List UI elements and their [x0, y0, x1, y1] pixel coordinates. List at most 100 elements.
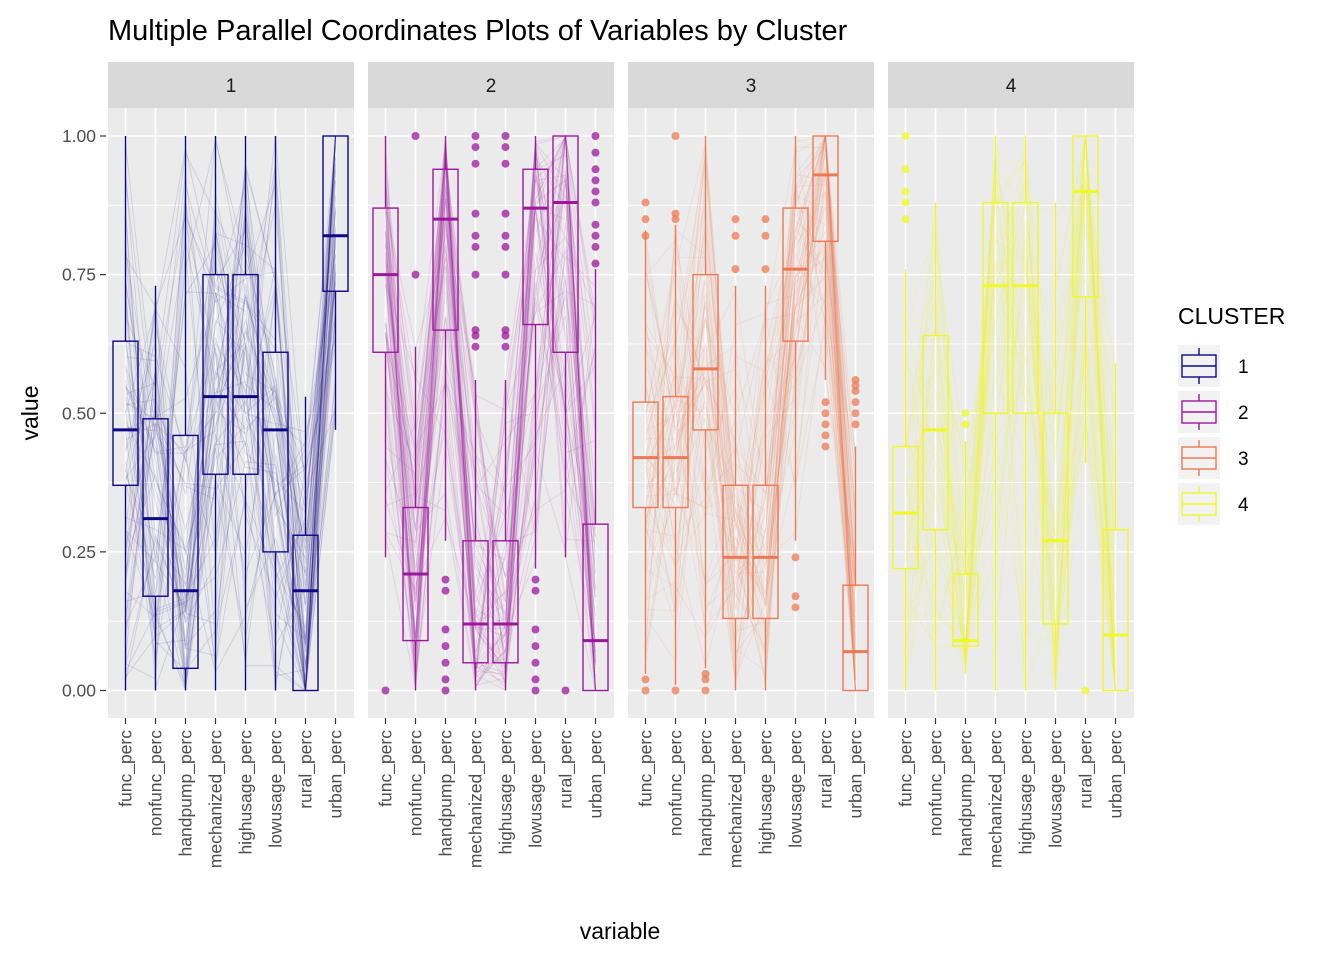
parallel-line [645, 135, 856, 654]
parallel-line [905, 148, 1116, 689]
parallel-line [645, 135, 856, 582]
parallel-line [905, 183, 1116, 599]
boxplot-highusage_perc [492, 132, 519, 691]
parallel-line [125, 235, 336, 678]
box [172, 434, 199, 670]
x-tick-label: handpump_perc [696, 730, 717, 857]
parallel-line [905, 166, 1116, 663]
outlier-point [791, 603, 800, 612]
parallel-line [385, 136, 596, 670]
outlier-point [411, 270, 420, 279]
parallel-line [645, 298, 856, 636]
parallel-line [385, 135, 596, 653]
outlier-point [501, 143, 510, 152]
parallel-line [905, 153, 1116, 691]
legend-label: 1 [1238, 357, 1249, 378]
y-axis-title: value [17, 386, 43, 441]
parallel-line [125, 171, 336, 674]
parallel-line [645, 157, 856, 681]
parallel-line [645, 184, 856, 657]
parallel-line [125, 242, 336, 662]
box [1042, 412, 1069, 625]
parallel-line [125, 185, 336, 638]
parallel-line [645, 134, 856, 652]
facet-panel-2: 2 func_perc nonfunc_perc handpump_perc mecha… [368, 62, 614, 868]
x-tick-label: urban_perc [326, 730, 347, 819]
box [232, 273, 259, 475]
parallel-line [905, 135, 1116, 682]
parallel-line [125, 135, 336, 692]
outlier-point [961, 420, 970, 429]
facet-panel-1: 1 func_perc nonfunc_perc handpump_perc mecha… [108, 62, 354, 868]
outlier-point [791, 553, 800, 562]
outlier-point [591, 148, 600, 157]
parallel-line [905, 182, 1116, 624]
parallel-line [645, 248, 856, 674]
outlier-point [471, 342, 480, 351]
x-tick-label: nonfunc_perc [926, 730, 947, 836]
parallel-line [125, 208, 336, 689]
box [722, 484, 749, 620]
parallel-line [645, 196, 856, 680]
parallel-line [645, 148, 856, 590]
parallel-line [385, 134, 596, 663]
outlier-point [501, 159, 510, 168]
boxplot-func_perc [112, 136, 139, 691]
parallel-line [645, 173, 856, 691]
legend: CLUSTER 1 2 3 4 [1178, 303, 1285, 525]
parallel-line [905, 189, 1116, 651]
parallel-line [905, 177, 1116, 670]
x-tick-label: lowusage_perc [266, 730, 287, 848]
parallel-line [385, 138, 596, 677]
parallel-line [385, 225, 596, 579]
parallel-line [905, 268, 1116, 691]
outlier-point [531, 575, 540, 584]
parallel-line [645, 135, 856, 608]
box [462, 540, 489, 664]
parallel-line [905, 182, 1116, 684]
parallel-line [905, 177, 1116, 649]
parallel-line [125, 232, 336, 691]
outlier-point [441, 575, 450, 584]
parallel-line [905, 135, 1116, 678]
parallel-line [385, 147, 596, 678]
boxplot-rural_perc [812, 135, 839, 451]
y-tick-label: 0.25 [62, 542, 96, 562]
chart-title: Multiple Parallel Coordinates Plots of V… [108, 15, 848, 47]
facet-strip-label: 1 [226, 76, 237, 97]
parallel-line [125, 135, 336, 664]
boxplot-handpump_perc [952, 409, 979, 674]
legend-entry-4: 4 [1178, 483, 1249, 525]
parallel-line [905, 135, 1116, 680]
parallel-line [385, 167, 596, 666]
parallel-line [385, 239, 596, 691]
outlier-point [381, 686, 390, 695]
parallel-line [645, 151, 856, 672]
parallel-lines [905, 135, 1116, 691]
parallel-line [125, 215, 336, 691]
parallel-line [125, 140, 336, 644]
outlier-point [471, 159, 480, 168]
parallel-line [125, 224, 336, 626]
boxplot-highusage_perc [232, 136, 259, 691]
parallel-line [125, 208, 336, 630]
legend-label: 4 [1238, 495, 1249, 516]
parallel-line [385, 135, 596, 691]
outlier-point [501, 270, 510, 279]
parallel-line [385, 135, 596, 691]
parallel-line [905, 135, 1116, 691]
facet-panel-4: 4 func_perc nonfunc_perc handpump_perc mecha… [888, 62, 1134, 868]
parallel-line [125, 410, 336, 691]
parallel-line [125, 238, 336, 691]
parallel-line [645, 146, 856, 515]
parallel-line [125, 147, 336, 576]
parallel-line [645, 249, 856, 691]
parallel-line [385, 158, 596, 691]
parallel-line [385, 146, 596, 691]
parallel-line [385, 175, 596, 690]
outlier-point [471, 242, 480, 251]
parallel-line [385, 155, 596, 689]
outlier-point [591, 259, 600, 268]
outlier-point [501, 209, 510, 218]
boxplot-urban_perc [322, 135, 349, 430]
